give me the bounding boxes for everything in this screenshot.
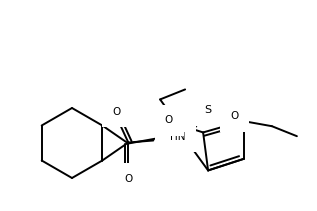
Text: OH: OH	[165, 135, 181, 146]
Text: O: O	[230, 111, 238, 122]
Text: O: O	[124, 173, 133, 184]
Text: HN: HN	[170, 131, 186, 142]
Text: O: O	[112, 107, 120, 116]
Text: S: S	[204, 105, 212, 115]
Text: O: O	[165, 115, 173, 125]
